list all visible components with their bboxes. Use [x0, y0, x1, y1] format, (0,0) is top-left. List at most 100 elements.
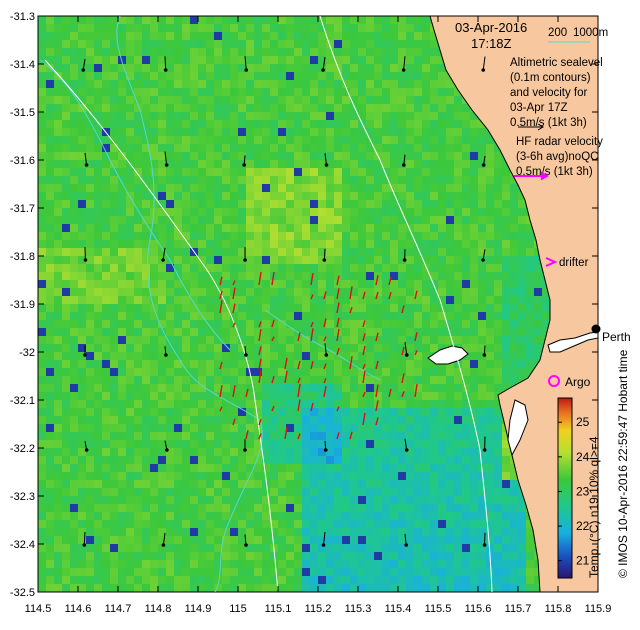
- sst-pixel: [270, 368, 278, 376]
- sst-pixel: [254, 376, 262, 384]
- sst-pixel: [134, 88, 142, 96]
- sst-pixel: [78, 424, 86, 432]
- sst-pixel: [358, 512, 366, 520]
- sst-pixel: [446, 416, 454, 424]
- sst-pixel: [326, 176, 334, 184]
- sst-pixel: [462, 472, 470, 480]
- sst-pixel: [382, 48, 390, 56]
- sst-pixel: [406, 384, 414, 392]
- sst-pixel: [350, 552, 358, 560]
- sst-pixel: [278, 432, 286, 440]
- sst-pixel: [286, 560, 294, 568]
- sst-pixel: [438, 56, 446, 64]
- sst-pixel: [54, 360, 62, 368]
- sst-pixel: [438, 96, 446, 104]
- sst-pixel: [174, 472, 182, 480]
- sst-pixel: [134, 176, 142, 184]
- sst-pixel: [198, 144, 206, 152]
- sst-pixel: [70, 264, 78, 272]
- sst-pixel: [134, 248, 142, 256]
- sst-pixel: [374, 88, 382, 96]
- sst-pixel: [494, 480, 502, 488]
- sst-pixel: [190, 424, 198, 432]
- sst-pixel: [310, 184, 318, 192]
- sst-pixel: [318, 376, 326, 384]
- sst-pixel: [278, 320, 286, 328]
- sst-pixel: [326, 504, 334, 512]
- sst-pixel: [382, 504, 390, 512]
- sst-pixel: [230, 24, 238, 32]
- sst-pixel: [70, 456, 78, 464]
- sst-pixel: [406, 504, 414, 512]
- sst-pixel: [150, 488, 158, 496]
- sst-pixel: [262, 56, 270, 64]
- sst-pixel: [366, 280, 374, 288]
- sst-pixel: [110, 208, 118, 216]
- sst-pixel: [294, 176, 302, 184]
- sst-pixel: [142, 480, 150, 488]
- sst-pixel: [390, 192, 398, 200]
- sst-pixel: [374, 304, 382, 312]
- sst-pixel: [374, 256, 382, 264]
- sst-pixel: [198, 344, 206, 352]
- sst-pixel: [502, 184, 510, 192]
- sst-pixel: [190, 160, 198, 168]
- sst-pixel: [430, 552, 438, 560]
- sst-pixel: [190, 512, 198, 520]
- sst-pixel: [478, 368, 486, 376]
- sst-pixel: [470, 200, 478, 208]
- sst-pixel: [414, 200, 422, 208]
- sst-pixel: [398, 88, 406, 96]
- sst-pixel: [54, 496, 62, 504]
- sst-pixel: [110, 96, 118, 104]
- sst-pixel: [198, 568, 206, 576]
- sst-pixel: [142, 504, 150, 512]
- sst-pixel: [294, 504, 302, 512]
- sst-pixel: [294, 456, 302, 464]
- sst-pixel: [254, 392, 262, 400]
- sst-pixel: [126, 480, 134, 488]
- sst-pixel: [294, 520, 302, 528]
- sst-pixel: [230, 392, 238, 400]
- sst-pixel: [62, 112, 70, 120]
- sst-pixel: [454, 336, 462, 344]
- sst-pixel: [206, 272, 214, 280]
- sst-pixel: [238, 336, 246, 344]
- sst-pixel: [502, 200, 510, 208]
- sst-pixel: [406, 120, 414, 128]
- sst-pixel: [318, 568, 326, 576]
- sst-pixel: [286, 512, 294, 520]
- sst-pixel: [254, 408, 262, 416]
- sst-pixel: [206, 296, 214, 304]
- sst-pixel: [302, 216, 310, 224]
- sst-pixel: [438, 144, 446, 152]
- sst-pixel: [38, 552, 46, 560]
- sst-pixel: [262, 232, 270, 240]
- sst-pixel: [86, 64, 94, 72]
- sst-pixel: [182, 432, 190, 440]
- sst-pixel: [206, 496, 214, 504]
- sst-pixel: [110, 472, 118, 480]
- sst-pixel: [518, 232, 526, 240]
- sst-pixel: [222, 520, 230, 528]
- sst-pixel: [70, 448, 78, 456]
- sst-pixel: [46, 72, 54, 80]
- sst-pixel: [502, 568, 510, 576]
- sst-pixel: [222, 32, 230, 40]
- sst-pixel: [366, 32, 374, 40]
- sst-pixel: [270, 568, 278, 576]
- sst-pixel: [38, 48, 46, 56]
- sst-pixel: [270, 160, 278, 168]
- sst-pixel: [486, 336, 494, 344]
- sst-pixel: [414, 32, 422, 40]
- sst-pixel: [158, 416, 166, 424]
- sst-pixel: [326, 224, 334, 232]
- sst-pixel: [286, 536, 294, 544]
- sst-pixel: [54, 432, 62, 440]
- sst-pixel: [182, 168, 190, 176]
- sst-pixel: [214, 128, 222, 136]
- sst-pixel: [286, 192, 294, 200]
- sst-pixel: [374, 576, 382, 584]
- sst-pixel: [54, 472, 62, 480]
- sst-pixel: [166, 96, 174, 104]
